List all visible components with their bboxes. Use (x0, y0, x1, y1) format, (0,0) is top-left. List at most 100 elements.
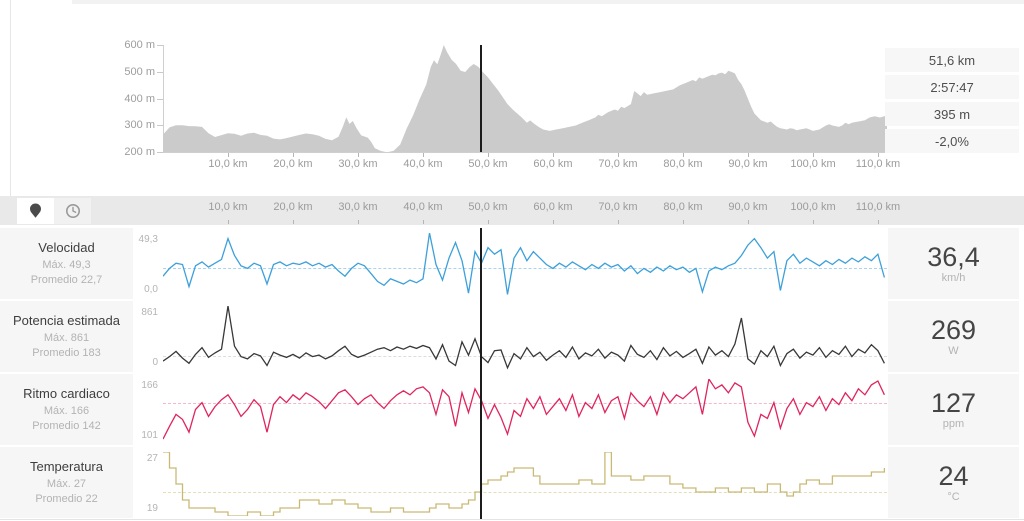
metric-avg: Promedio 142 (32, 419, 101, 432)
x-tick (618, 153, 619, 157)
speed-value-cell: 36,4 km/h (888, 228, 1019, 299)
x-tick (423, 220, 424, 224)
x-tick-label: 70,0 km (598, 158, 638, 170)
stat-time: 2:57:47 (885, 75, 1019, 99)
y-max-label: 166 (141, 380, 158, 391)
x-tick (228, 220, 229, 224)
x-tick-label: 50,0 km (468, 158, 508, 170)
x-tick-label: 40,0 km (403, 158, 443, 170)
x-tick (488, 153, 489, 157)
x-tick-label: 80,0 km (663, 201, 703, 213)
current-unit: km/h (941, 272, 966, 284)
bottom-divider (0, 519, 1024, 520)
stat-distance: 51,6 km (885, 48, 1019, 72)
streams-x-labels: 10,0 km 20,0 km 30,0 km 40,0 km 50,0 km 60,0 … (163, 201, 900, 215)
x-tick (813, 220, 814, 224)
time-mode-button[interactable] (54, 198, 91, 224)
speed-line-chart[interactable] (163, 233, 887, 297)
metric-max: Máx. 27 (46, 477, 87, 490)
metric-max: Máx. 861 (43, 331, 90, 344)
row-heartrate: Ritmo cardiaco Máx. 166 Promedio 142 166… (0, 374, 1024, 447)
x-tick-label: 90,0 km (728, 158, 768, 170)
x-tick-label: 50,0 km (468, 201, 508, 213)
x-tick-label: 110,0 km (855, 158, 901, 170)
heartrate-value-cell: 127 ppm (888, 374, 1019, 445)
elev-ytick (157, 45, 163, 46)
elev-x-labels: 10,0 km 20,0 km 30,0 km 40,0 km 50,0 km 60,0 … (163, 158, 900, 172)
x-tick-label: 110,0 km (855, 201, 901, 213)
current-value: 36,4 (927, 242, 980, 272)
metric-max: Máx. 49,3 (42, 258, 91, 271)
x-tick (618, 220, 619, 224)
metric-title: Velocidad (38, 239, 95, 255)
distance-mode-button[interactable] (17, 198, 54, 224)
clock-icon (65, 203, 81, 219)
elev-y-axis (163, 45, 164, 153)
elev-ytick-label: 500 m (124, 66, 155, 78)
heartrate-line-chart[interactable] (163, 379, 887, 443)
y-max-label: 861 (141, 307, 158, 318)
elev-ytick-label: 200 m (124, 146, 155, 158)
x-tick (553, 220, 554, 224)
metric-title: Ritmo cardiaco (23, 385, 110, 401)
avg-line (163, 267, 887, 269)
map-pin-icon (29, 203, 42, 219)
chart-cursor-line (480, 228, 482, 519)
avg-line (163, 492, 887, 493)
speed-label-cell: Velocidad Máx. 49,3 Promedio 22,7 (0, 228, 133, 299)
elevation-area-chart[interactable] (163, 45, 887, 152)
y-min-label: 101 (141, 430, 158, 441)
elev-ytick-label: 300 m (124, 119, 155, 131)
elev-ytick (157, 99, 163, 100)
y-max-label: 49,3 (138, 234, 158, 245)
metric-max: Máx. 166 (43, 404, 90, 417)
row-speed: Velocidad Máx. 49,3 Promedio 22,7 49,3 0… (0, 228, 1024, 301)
x-tick (748, 153, 749, 157)
x-tick-label: 10,0 km (208, 158, 248, 170)
x-tick (358, 153, 359, 157)
temperature-line-chart[interactable] (163, 452, 887, 516)
elev-ytick (157, 125, 163, 126)
row-power: Potencia estimada Máx. 861 Promedio 183 … (0, 301, 1024, 374)
stat-grade: -2,0% (885, 129, 1019, 153)
elev-ytick (157, 152, 163, 153)
x-tick-label: 90,0 km (728, 201, 768, 213)
x-tick-label: 20,0 km (273, 201, 313, 213)
current-unit: ppm (942, 418, 965, 430)
streams-toolbar: 10,0 km 20,0 km 30,0 km 40,0 km 50,0 km 60,0 … (0, 196, 1024, 225)
x-tick (358, 220, 359, 224)
x-tick-label: 30,0 km (338, 201, 378, 213)
x-tick (683, 220, 684, 224)
x-tick (488, 220, 489, 224)
left-divider (10, 0, 11, 196)
hover-stats-panel: 51,6 km 2:57:47 395 m -2,0% (885, 48, 1019, 156)
current-value: 24 (938, 461, 969, 491)
stat-elevation: 395 m (885, 102, 1019, 126)
top-panel-edge (72, 0, 1024, 4)
x-tick (228, 153, 229, 157)
x-tick (748, 220, 749, 224)
x-tick-label: 30,0 km (338, 158, 378, 170)
elev-ytick (157, 72, 163, 73)
x-tick-label: 100,0 km (790, 158, 836, 170)
current-value: 127 (930, 388, 977, 418)
temperature-label-cell: Temperatura Máx. 27 Promedio 22 (0, 447, 133, 518)
power-line-chart[interactable] (163, 306, 887, 370)
x-tick (683, 153, 684, 157)
stream-rows: Velocidad Máx. 49,3 Promedio 22,7 49,3 0… (0, 228, 1024, 520)
avg-line (163, 356, 887, 358)
row-temperature: Temperatura Máx. 27 Promedio 22 27 19 24… (0, 447, 1024, 519)
elev-ytick-label: 400 m (124, 93, 155, 105)
x-tick (878, 220, 879, 224)
x-tick-label: 40,0 km (403, 201, 443, 213)
y-min-label: 0 (152, 357, 158, 368)
x-tick (813, 153, 814, 157)
y-max-label: 27 (146, 453, 158, 464)
current-value: 269 (930, 315, 977, 345)
metric-title: Temperatura (30, 458, 103, 474)
metric-avg: Promedio 183 (32, 346, 101, 359)
current-unit: W (948, 345, 959, 357)
x-tick (423, 153, 424, 157)
x-tick-label: 60,0 km (533, 201, 573, 213)
